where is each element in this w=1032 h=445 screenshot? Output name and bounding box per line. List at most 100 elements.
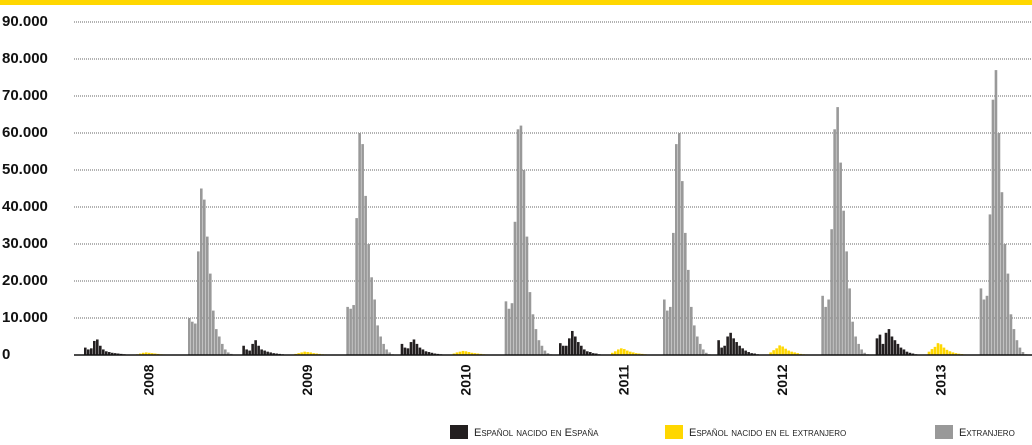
bar (580, 346, 583, 355)
bar (842, 211, 845, 355)
y-tick-label: 0 (2, 346, 10, 363)
bar (568, 338, 571, 355)
bar (876, 338, 879, 355)
bar (717, 340, 720, 355)
bar (687, 270, 690, 355)
x-tick-label: 2010 (457, 364, 473, 395)
bar (940, 344, 943, 355)
bar (833, 129, 836, 355)
bar (197, 251, 200, 355)
bar (370, 277, 373, 355)
bar (532, 314, 535, 355)
bar (404, 348, 407, 355)
bar (574, 337, 577, 356)
bar (535, 329, 538, 355)
bar (1010, 314, 1013, 355)
bar (583, 349, 586, 355)
bar (410, 342, 413, 355)
bar (732, 338, 735, 355)
bar (851, 322, 854, 355)
bar (367, 244, 370, 355)
legend-swatch (665, 425, 683, 439)
y-tick-label: 30.000 (2, 235, 48, 252)
bar (894, 340, 897, 355)
bar (422, 349, 425, 355)
bar (517, 129, 520, 355)
bar (349, 309, 352, 355)
bar (702, 349, 705, 355)
bar (245, 349, 248, 355)
legend-label: Español nacido en España (474, 427, 599, 439)
bar (937, 343, 940, 355)
bar (738, 346, 741, 355)
bar (373, 300, 376, 356)
bar (830, 229, 833, 355)
bar (986, 296, 989, 355)
top-band (0, 0, 1032, 5)
bar (836, 107, 839, 355)
bar (663, 300, 666, 356)
bar (934, 347, 937, 355)
bar (784, 349, 787, 355)
bar (90, 348, 93, 355)
bar (980, 288, 983, 355)
bar (860, 349, 863, 355)
bar (200, 189, 203, 356)
x-tick-label: 2013 (932, 364, 948, 395)
bar (99, 346, 102, 355)
bar (781, 346, 784, 355)
bar (903, 349, 906, 355)
bar (224, 349, 227, 355)
bar (848, 288, 851, 355)
bar (361, 144, 364, 355)
bar (254, 340, 257, 355)
bar (623, 349, 626, 355)
bar (358, 133, 361, 355)
bar (729, 333, 732, 355)
bar (726, 337, 729, 356)
bar (93, 341, 96, 355)
legend-label: Español nacido en el extranjero (689, 427, 846, 439)
bar (741, 348, 744, 355)
bar (508, 309, 511, 355)
bar (257, 346, 260, 355)
bar (885, 333, 888, 355)
bar (678, 133, 681, 355)
bar (1016, 340, 1019, 355)
bar (203, 200, 206, 355)
bar (879, 335, 882, 355)
y-tick-label: 10.000 (2, 309, 48, 326)
bar (352, 305, 355, 355)
bar (681, 181, 684, 355)
bar (900, 348, 903, 355)
bar (416, 344, 419, 355)
bar (675, 144, 678, 355)
bar (620, 348, 623, 355)
bar (87, 349, 90, 355)
y-tick-label: 20.000 (2, 272, 48, 289)
bar (364, 196, 367, 355)
bar (559, 343, 562, 355)
bar (520, 126, 523, 355)
bar (102, 349, 105, 355)
bar (413, 339, 416, 355)
bar (617, 349, 620, 355)
bar (1001, 192, 1004, 355)
bar (857, 344, 860, 355)
bar (188, 318, 191, 355)
bar (379, 337, 382, 356)
bar (251, 344, 254, 355)
bar (998, 133, 1001, 355)
bar (376, 325, 379, 355)
bar (983, 300, 986, 356)
bar (1013, 329, 1016, 355)
legend-label: Extranjero (959, 427, 1015, 439)
bar (382, 344, 385, 355)
bar (690, 307, 693, 355)
bar (1019, 348, 1022, 355)
y-tick-label: 70.000 (2, 87, 48, 104)
bar (206, 237, 209, 355)
bar (526, 237, 529, 355)
bar (827, 300, 830, 356)
bar (562, 346, 565, 355)
